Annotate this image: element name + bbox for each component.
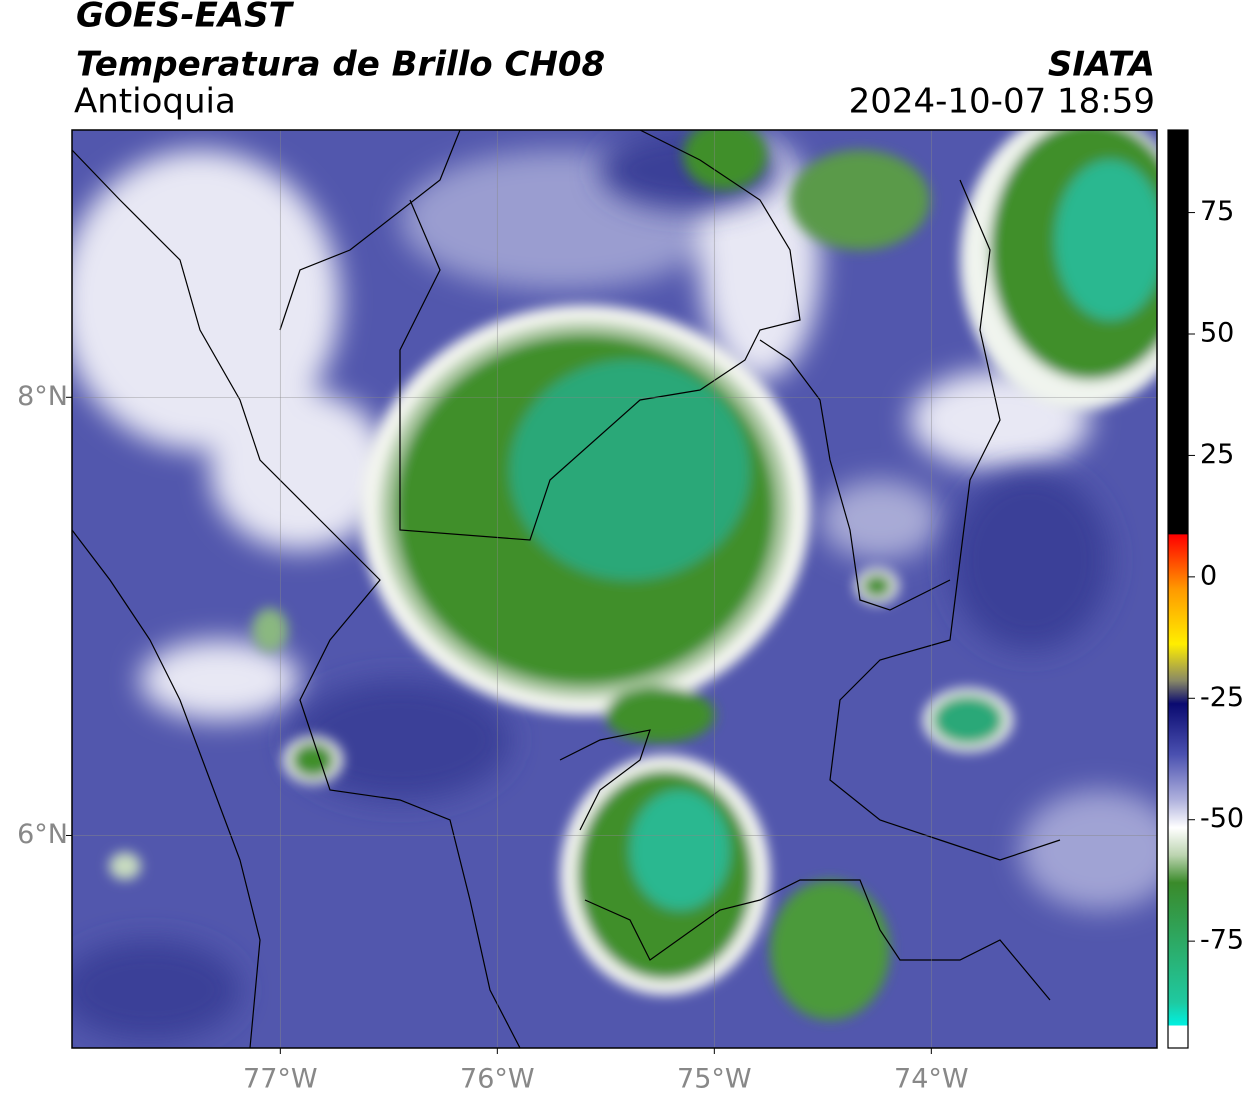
lon-tick-label: 76°W [460,1064,535,1095]
lon-tick-label: 77°W [243,1064,318,1095]
lon-tick-label: 75°W [677,1064,752,1095]
lat-tick-label: 8°N [17,381,68,412]
colorbar-tick-label: -50 [1200,803,1244,834]
region: Antioquia [74,82,236,122]
datetime: 2024-10-07 18:59 [849,82,1155,122]
subtitle: Temperatura de Brillo CH08 [76,45,605,85]
source: SIATA [1048,45,1155,85]
map-image [72,130,1157,1048]
map-frame [71,129,1158,1049]
title: GOES-EAST [76,0,295,36]
lat-tick-label: 6°N [17,819,68,850]
colorbar-tick-label: -25 [1200,682,1244,713]
colorbar-tick-label: 0 [1200,560,1217,591]
colorbar-tick-label: 25 [1200,439,1234,470]
colorbar-tick-label: 75 [1200,196,1234,227]
lon-tick-label: 74°W [894,1064,969,1095]
colorbar-tick-label: -75 [1200,925,1244,956]
colorbar-tick-label: 50 [1200,318,1234,349]
colorbar [1167,129,1189,1049]
grid [72,130,1157,1048]
